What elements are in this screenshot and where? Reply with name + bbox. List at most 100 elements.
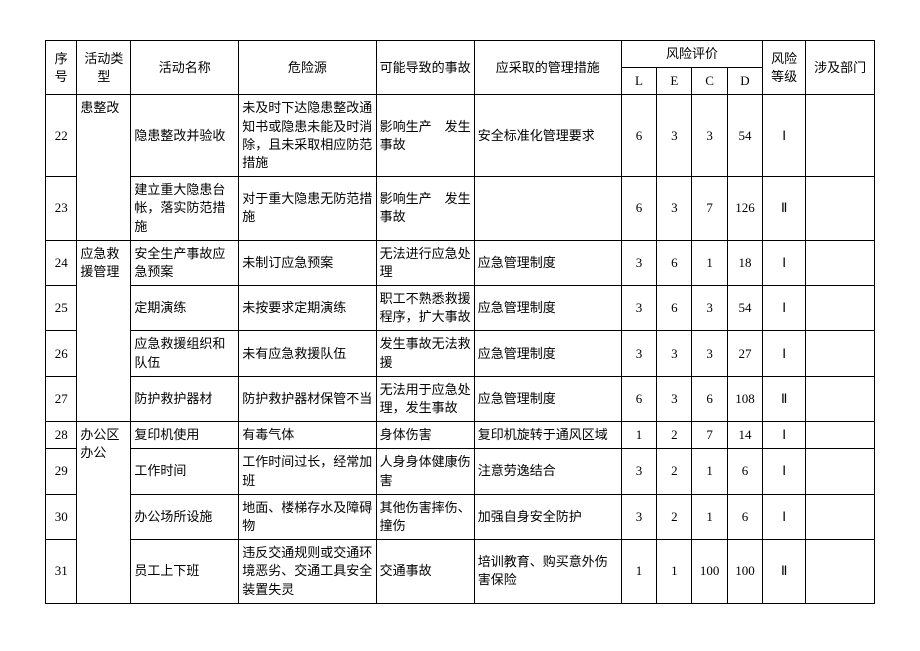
cell-d: 18 <box>727 240 762 285</box>
cell-c: 1 <box>692 240 727 285</box>
risk-table: 序号 活动类型 活动名称 危险源 可能导致的事故 应采取的管理措施 风险评价 风… <box>45 40 875 604</box>
cell-d: 6 <box>727 494 762 539</box>
cell-name: 防护救护器材 <box>131 376 239 421</box>
cell-e: 3 <box>657 177 692 241</box>
cell-e: 6 <box>657 286 692 331</box>
cell-level: Ⅰ <box>763 95 806 177</box>
table-row: 26应急救援组织和队伍未有应急救援队伍发生事故无法救援应急管理制度33327Ⅰ <box>46 331 875 376</box>
cell-source: 工作时间过长，经常加班 <box>239 449 376 494</box>
cell-accident: 影响生产 发生事故 <box>376 177 474 241</box>
cell-d: 6 <box>727 449 762 494</box>
cell-name: 定期演练 <box>131 286 239 331</box>
header-measure: 应采取的管理措施 <box>474 41 621 95</box>
cell-dept <box>806 449 875 494</box>
cell-type: 办公区办公 <box>77 422 131 604</box>
cell-measure: 培训教育、购买意外伤害保险 <box>474 540 621 604</box>
cell-accident: 职工不熟悉救援程序，扩大事故 <box>376 286 474 331</box>
cell-level: Ⅰ <box>763 331 806 376</box>
cell-c: 1 <box>692 449 727 494</box>
cell-level: Ⅰ <box>763 494 806 539</box>
table-row: 28办公区办公复印机使用有毒气体身体伤害复印机旋转于通风区域12714Ⅰ <box>46 422 875 449</box>
cell-source: 未制订应急预案 <box>239 240 376 285</box>
cell-name: 员工上下班 <box>131 540 239 604</box>
table-row: 22患整改隐患整改并验收未及时下达隐患整改通知书或隐患未能及时消除，且未采取相应… <box>46 95 875 177</box>
cell-l: 1 <box>621 422 656 449</box>
cell-name: 办公场所设施 <box>131 494 239 539</box>
header-d: D <box>727 68 762 95</box>
cell-dept <box>806 422 875 449</box>
cell-name: 工作时间 <box>131 449 239 494</box>
cell-level: Ⅰ <box>763 449 806 494</box>
cell-c: 100 <box>692 540 727 604</box>
cell-level: Ⅰ <box>763 422 806 449</box>
cell-accident: 发生事故无法救援 <box>376 331 474 376</box>
header-c: C <box>692 68 727 95</box>
cell-measure: 复印机旋转于通风区域 <box>474 422 621 449</box>
cell-c: 6 <box>692 376 727 421</box>
cell-seq: 25 <box>46 286 77 331</box>
cell-level: Ⅰ <box>763 240 806 285</box>
cell-e: 1 <box>657 540 692 604</box>
cell-level: Ⅰ <box>763 286 806 331</box>
cell-source: 违反交通规则或交通环境恶劣、交通工具安全装置失灵 <box>239 540 376 604</box>
header-dept: 涉及部门 <box>806 41 875 95</box>
cell-e: 6 <box>657 240 692 285</box>
table-header: 序号 活动类型 活动名称 危险源 可能导致的事故 应采取的管理措施 风险评价 风… <box>46 41 875 95</box>
cell-d: 14 <box>727 422 762 449</box>
cell-measure: 应急管理制度 <box>474 376 621 421</box>
cell-l: 3 <box>621 494 656 539</box>
cell-measure: 应急管理制度 <box>474 286 621 331</box>
header-risk-group: 风险评价 <box>621 41 762 68</box>
table-row: 30办公场所设施地面、楼梯存水及障碍物其他伤害摔伤、撞伤加强自身安全防护3216… <box>46 494 875 539</box>
cell-source: 未有应急救援队伍 <box>239 331 376 376</box>
cell-name: 建立重大隐患台帐，落实防范措施 <box>131 177 239 241</box>
cell-d: 54 <box>727 95 762 177</box>
cell-source: 未按要求定期演练 <box>239 286 376 331</box>
cell-accident: 人身身体健康伤害 <box>376 449 474 494</box>
cell-seq: 27 <box>46 376 77 421</box>
cell-accident: 身体伤害 <box>376 422 474 449</box>
header-level: 风险等级 <box>763 41 806 95</box>
cell-e: 2 <box>657 494 692 539</box>
cell-level: Ⅱ <box>763 540 806 604</box>
cell-seq: 23 <box>46 177 77 241</box>
cell-dept <box>806 331 875 376</box>
cell-c: 1 <box>692 494 727 539</box>
header-e: E <box>657 68 692 95</box>
cell-measure <box>474 177 621 241</box>
cell-seq: 22 <box>46 95 77 177</box>
header-source: 危险源 <box>239 41 376 95</box>
cell-source: 防护救护器材保管不当 <box>239 376 376 421</box>
cell-e: 3 <box>657 376 692 421</box>
cell-c: 3 <box>692 95 727 177</box>
cell-l: 6 <box>621 376 656 421</box>
cell-dept <box>806 95 875 177</box>
cell-name: 安全生产事故应急预案 <box>131 240 239 285</box>
cell-dept <box>806 540 875 604</box>
cell-e: 3 <box>657 95 692 177</box>
cell-seq: 31 <box>46 540 77 604</box>
cell-source: 未及时下达隐患整改通知书或隐患未能及时消除，且未采取相应防范措施 <box>239 95 376 177</box>
cell-dept <box>806 177 875 241</box>
cell-l: 1 <box>621 540 656 604</box>
cell-d: 27 <box>727 331 762 376</box>
cell-name: 应急救援组织和队伍 <box>131 331 239 376</box>
header-seq: 序号 <box>46 41 77 95</box>
cell-d: 54 <box>727 286 762 331</box>
cell-accident: 无法进行应急处理 <box>376 240 474 285</box>
cell-l: 3 <box>621 331 656 376</box>
cell-e: 2 <box>657 422 692 449</box>
cell-dept <box>806 286 875 331</box>
cell-seq: 26 <box>46 331 77 376</box>
cell-source: 有毒气体 <box>239 422 376 449</box>
cell-type: 患整改 <box>77 95 131 240</box>
cell-l: 3 <box>621 286 656 331</box>
cell-l: 3 <box>621 449 656 494</box>
cell-type: 应急救援管理 <box>77 240 131 422</box>
header-type: 活动类型 <box>77 41 131 95</box>
cell-source: 地面、楼梯存水及障碍物 <box>239 494 376 539</box>
cell-name: 隐患整改并验收 <box>131 95 239 177</box>
table-row: 27防护救护器材防护救护器材保管不当无法用于应急处理，发生事故应急管理制度636… <box>46 376 875 421</box>
cell-measure: 注意劳逸结合 <box>474 449 621 494</box>
cell-seq: 30 <box>46 494 77 539</box>
